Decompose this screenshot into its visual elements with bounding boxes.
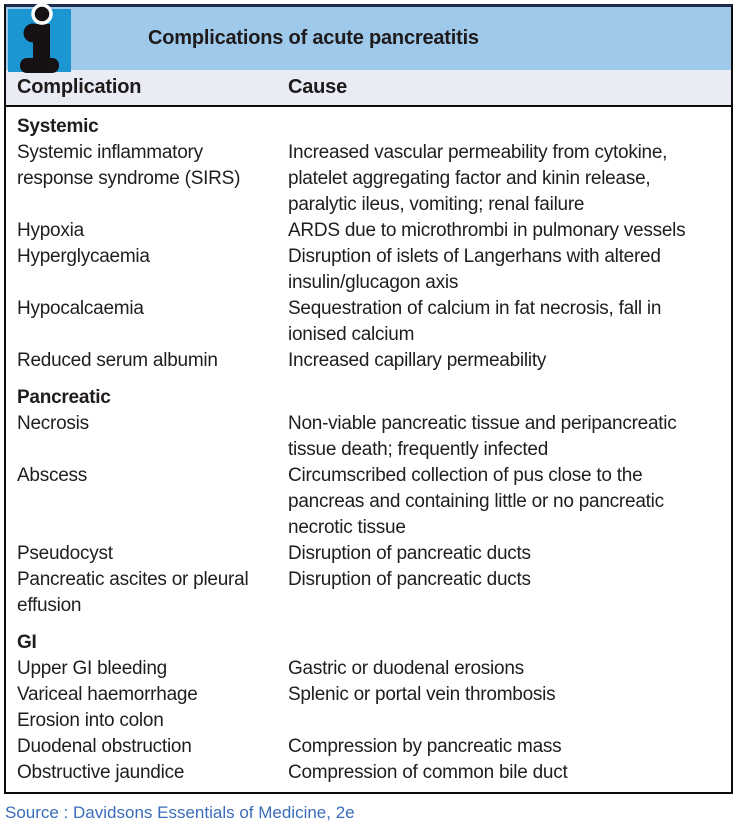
cause-cell (288, 708, 719, 734)
table-title-bar: Complications of acute pancreatitis (6, 7, 731, 70)
table-row: Variceal haemorrhage Splenic or portal v… (17, 682, 719, 708)
cause-cell: Non-viable pancreatic tissue and peripan… (288, 413, 677, 460)
complication-cell: Reduced serum albumin (17, 350, 218, 371)
section-header: Systemic (17, 116, 99, 137)
cause-cell: Disruption of pancreatic ducts (288, 543, 531, 564)
section-header: Pancreatic (17, 387, 111, 408)
complication-cell: Duodenal obstruction (17, 736, 192, 757)
cause-cell: Increased vascular permeability from cyt… (288, 142, 668, 215)
source-line: Source : Davidsons Essentials of Medicin… (5, 803, 355, 822)
table-row: Hypocalcaemia Sequestration of calcium i… (17, 296, 719, 348)
complication-cell: Obstructive jaundice (17, 762, 185, 783)
complication-cell: Pancreatic ascites or pleural effusion (17, 569, 249, 616)
cause-cell: ARDS due to microthrombi in pulmonary ve… (288, 220, 686, 241)
cause-cell: Compression of common bile duct (288, 762, 568, 783)
table-row: Abscess Circumscribed collection of pus … (17, 463, 719, 541)
complication-cell: Erosion into colon (17, 710, 164, 731)
cause-cell: Circumscribed collection of pus close to… (288, 465, 664, 538)
table-row: Duodenal obstruction Compression by panc… (17, 734, 719, 760)
column-header-cause: Cause (288, 76, 348, 98)
cause-cell: Sequestration of calcium in fat necrosis… (288, 298, 662, 345)
complication-cell: Hypocalcaemia (17, 298, 144, 319)
table-row: Upper GI bleeding Gastric or duodenal er… (17, 656, 719, 682)
table-section: Pancreatic Necrosis Non-viable pancreati… (17, 385, 719, 619)
table-title: Complications of acute pancreatitis (148, 27, 479, 49)
complication-cell: Hyperglycaemia (17, 246, 150, 267)
table-section: GI Upper GI bleeding Gastric or duodenal… (17, 630, 719, 786)
table-row: Reduced serum albumin Increased capillar… (17, 348, 719, 374)
complication-cell: Upper GI bleeding (17, 658, 167, 679)
cause-cell: Disruption of pancreatic ducts (288, 569, 531, 590)
cause-cell: Gastric or duodenal erosions (288, 658, 524, 679)
cause-cell: Increased capillary permeability (288, 350, 547, 371)
complications-table: Complications of acute pancreatitis Comp… (4, 3, 733, 794)
info-i-glyph (8, 3, 71, 73)
complication-cell: Abscess (17, 465, 88, 486)
complication-cell: Necrosis (17, 413, 89, 434)
complication-cell: Systemic inflammatory response syndrome … (17, 142, 241, 189)
cause-cell: Disruption of islets of Langerhans with … (288, 246, 661, 293)
table-row: Hyperglycaemia Disruption of islets of L… (17, 244, 719, 296)
column-header-complication: Complication (17, 76, 142, 98)
complication-cell: Pseudocyst (17, 543, 113, 564)
table-row: Systemic inflammatory response syndrome … (17, 140, 719, 218)
cause-cell: Splenic or portal vein thrombosis (288, 684, 556, 705)
table-section: Systemic Systemic inflammatory response … (17, 114, 719, 374)
table-row: Hypoxia ARDS due to microthrombi in pulm… (17, 218, 719, 244)
info-icon (8, 3, 71, 73)
complication-cell: Hypoxia (17, 220, 84, 241)
table-row: Pseudocyst Disruption of pancreatic duct… (17, 541, 719, 567)
section-header: GI (17, 632, 37, 653)
complication-cell: Variceal haemorrhage (17, 684, 198, 705)
table-row: Necrosis Non-viable pancreatic tissue an… (17, 411, 719, 463)
table-row: Erosion into colon (17, 708, 719, 734)
cause-cell: Compression by pancreatic mass (288, 736, 562, 757)
column-header-row: Complication Cause (6, 70, 731, 107)
table-row: Pancreatic ascites or pleural effusion D… (17, 567, 719, 619)
table-row: Obstructive jaundice Compression of comm… (17, 760, 719, 786)
table-body: Systemic Systemic inflammatory response … (6, 107, 731, 792)
